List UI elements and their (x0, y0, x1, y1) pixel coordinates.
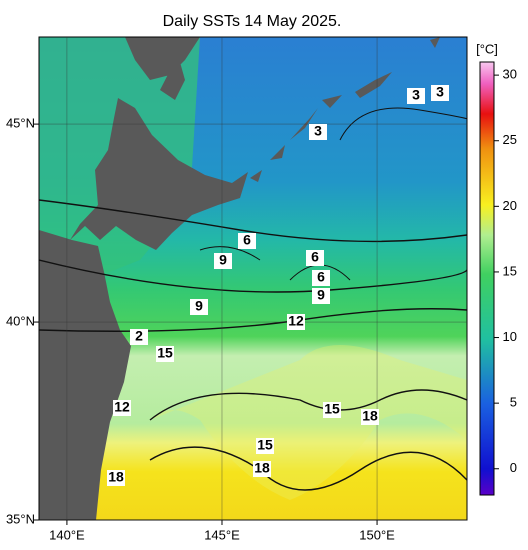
colorbar-tick-label: 30 (503, 67, 517, 82)
contour-label-bg (113, 400, 131, 416)
contour-label-bg (361, 409, 379, 425)
contour-label: 3 (436, 84, 444, 100)
contour-label: 3 (412, 87, 420, 103)
contour-label-bg (312, 270, 330, 286)
contour-label-bg (407, 88, 425, 104)
contour-label-bg (107, 470, 125, 486)
sakhalin (125, 37, 200, 100)
contour-label-bg (256, 438, 274, 454)
contour-label: 6 (311, 249, 319, 265)
lon-tick-label: 145°E (204, 527, 240, 542)
contour-label-bg (309, 124, 327, 140)
contour-label: 3 (314, 123, 322, 139)
contour-label: 6 (317, 269, 325, 285)
map-area (39, 37, 467, 520)
colorbar-tick-label: 0 (510, 460, 517, 475)
contour-label: 9 (195, 298, 203, 314)
lat-tick-label: 45°N (6, 116, 35, 131)
lon-tick-label: 150°E (359, 527, 395, 542)
colorbar-tick-label: 20 (503, 198, 517, 213)
contour-label-bg (312, 288, 330, 304)
contour-label: 18 (362, 408, 378, 424)
contour-label: 2 (135, 328, 143, 344)
contour-label: 9 (219, 252, 227, 268)
contour-label: 18 (108, 469, 124, 485)
contour-label: 15 (324, 401, 340, 417)
contour-label: 9 (317, 287, 325, 303)
contour-label-bg (238, 233, 256, 249)
warm-eddy (150, 345, 467, 500)
lat-tick-label: 40°N (6, 313, 35, 328)
colorbar-tick-label: 25 (503, 132, 517, 147)
contour-label-bg (130, 329, 148, 345)
colorbar (479, 61, 495, 496)
contour-label: 12 (114, 399, 130, 415)
contour-label: 15 (257, 437, 273, 453)
contour-label-bg (287, 314, 305, 330)
contour-label-bg (431, 85, 449, 101)
contour-label-bg (156, 346, 174, 362)
contour-label: 15 (157, 345, 173, 361)
contour-label-bg (214, 253, 232, 269)
colorbar-tick-label: 10 (503, 329, 517, 344)
colorbar-unit: [°C] (476, 41, 498, 56)
contour-label-bg (190, 299, 208, 315)
contour-label: 12 (288, 313, 304, 329)
honshu (39, 230, 131, 520)
lat-tick-label: 35°N (6, 511, 35, 526)
contour-label-bg (306, 250, 324, 266)
contour-label-bg (253, 461, 271, 477)
colorbar-tick-label: 5 (510, 395, 517, 410)
title: Daily SSTs 14 May 2025. (163, 13, 342, 30)
contour-label-bg (323, 402, 341, 418)
lon-tick-label: 140°E (49, 527, 85, 542)
contour-label: 6 (243, 232, 251, 248)
colorbar-tick-label: 15 (503, 263, 517, 278)
hokkaido (70, 98, 248, 250)
contour-label: 18 (254, 460, 270, 476)
